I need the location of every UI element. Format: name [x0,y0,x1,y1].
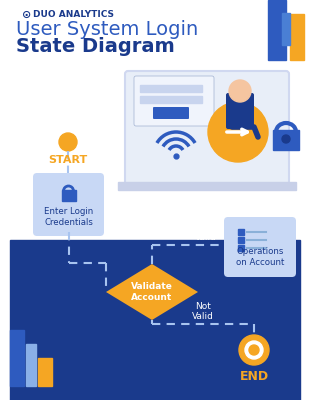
Circle shape [59,133,77,151]
FancyBboxPatch shape [125,71,289,185]
Bar [118,182,296,190]
Bar [61,190,76,201]
Bar [140,96,202,103]
Text: END: END [239,370,268,383]
Bar [273,130,299,150]
Text: State Diagram: State Diagram [16,37,175,56]
Text: Validate
Account: Validate Account [131,282,173,302]
Text: Enter Login
Credentials: Enter Login Credentials [44,207,93,227]
FancyBboxPatch shape [134,76,214,126]
FancyBboxPatch shape [33,173,104,236]
Circle shape [239,335,269,365]
Circle shape [249,345,259,355]
Polygon shape [106,264,198,320]
Text: ⊙: ⊙ [22,10,31,20]
Bar [290,14,304,60]
Bar [238,245,244,251]
Bar [10,240,300,400]
FancyBboxPatch shape [224,217,296,277]
Bar [282,13,290,45]
FancyBboxPatch shape [153,107,189,119]
Bar [10,330,24,386]
Text: Operations
on Account: Operations on Account [236,247,284,267]
Text: Not
Valid: Not Valid [192,302,214,321]
Bar [268,0,286,60]
Circle shape [245,341,263,359]
Circle shape [208,102,268,162]
Text: START: START [48,155,88,165]
Bar [38,358,52,386]
Text: DUO ANALYTICS: DUO ANALYTICS [33,10,114,19]
FancyBboxPatch shape [226,93,254,129]
Bar [140,85,202,92]
Circle shape [282,135,290,143]
Bar [238,229,244,235]
Bar [26,344,36,386]
Bar [238,237,244,243]
Circle shape [229,80,251,102]
Text: Valid: Valid [195,233,217,242]
Text: User System Login: User System Login [16,20,198,39]
